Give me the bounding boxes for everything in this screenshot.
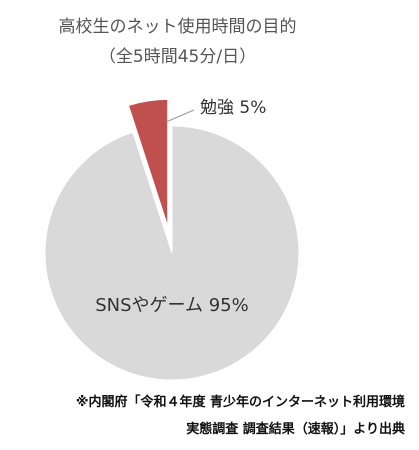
- pie-slice-study: [127, 98, 169, 227]
- pie-slice-sns-games: [44, 125, 300, 381]
- slice-label-study: 勉強 5%: [200, 98, 266, 118]
- slice-label-sns-games: SNSやゲーム 95%: [95, 295, 249, 316]
- chart-title: 高校生のネット使用時間の目的: [58, 17, 297, 37]
- pie-chart: 勉強 5% SNSやゲーム 95%: [44, 98, 300, 381]
- source-note-line1: ※内閣府「令和４年度 青少年のインターネット利用環境: [75, 395, 405, 410]
- source-note-line2: 実態調査 調査結果（速報）」より出典: [186, 422, 405, 437]
- study-leader-line: [165, 109, 195, 123]
- chart-subtitle: （全5時間45分/日）: [98, 47, 257, 67]
